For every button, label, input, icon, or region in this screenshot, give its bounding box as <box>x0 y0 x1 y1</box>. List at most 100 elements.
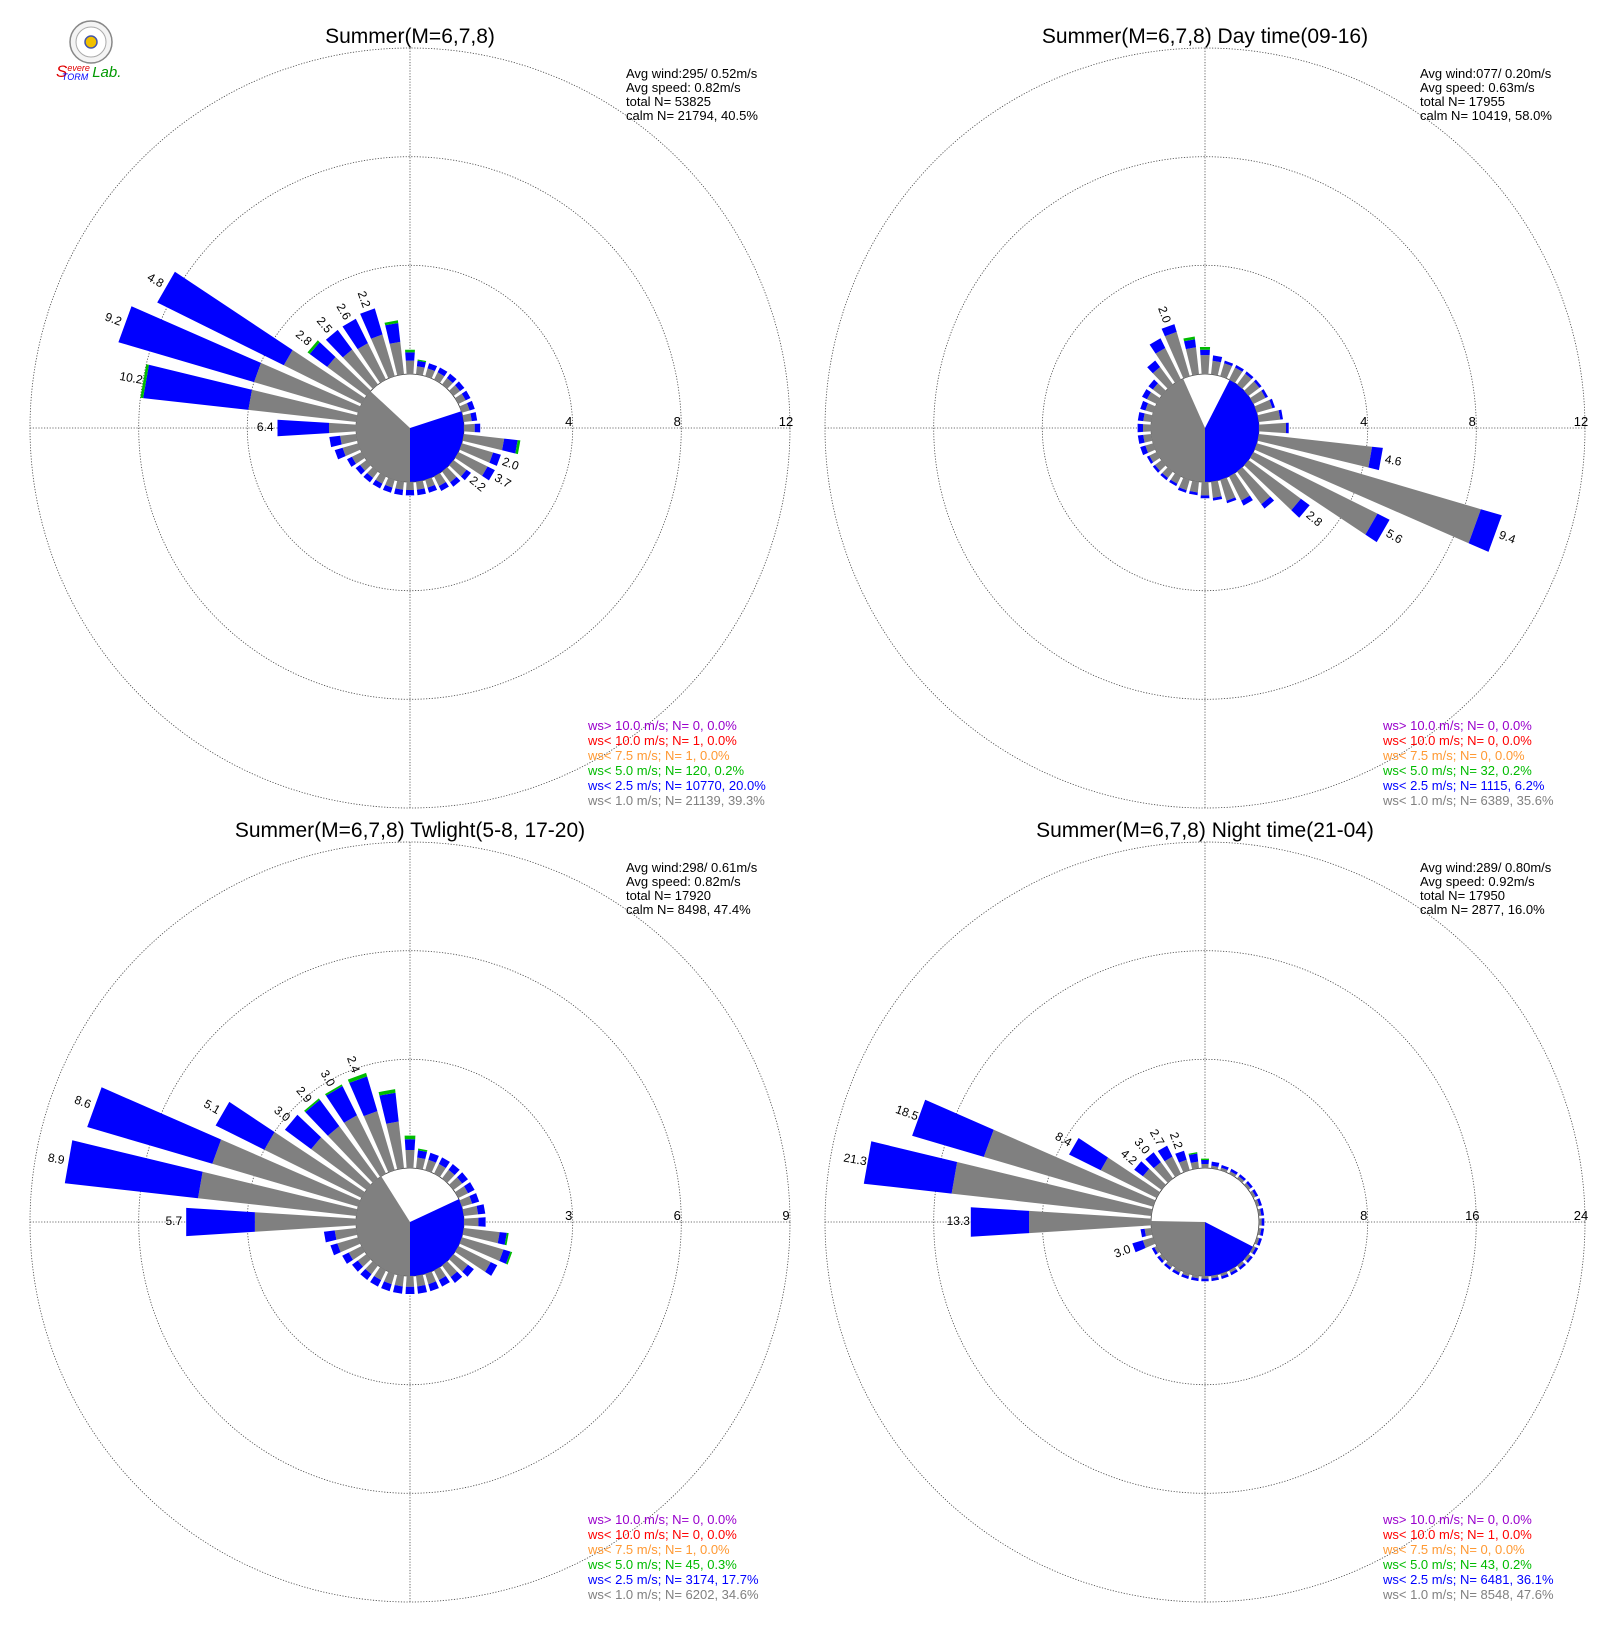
wind-bar-lt2-5 <box>1230 1269 1238 1276</box>
wind-bar-lt1 <box>434 372 445 383</box>
wind-bar-lt1 <box>416 1274 426 1287</box>
wind-bar-lt1 <box>254 362 361 413</box>
wind-bar-lt1 <box>442 1169 455 1183</box>
wind-bar-lt2-5 <box>1149 338 1166 354</box>
wind-bar-lt2-5 <box>1200 349 1210 356</box>
wind-bar-lt2-5 <box>1246 1255 1253 1263</box>
wind-bar-lt2-5 <box>1226 497 1237 504</box>
wind-bar-lt1 <box>1258 1218 1262 1226</box>
wind-bar-lt1 <box>434 1267 446 1281</box>
wind-bar-lt1 <box>1244 460 1301 511</box>
bar-label: 2.9 <box>293 1084 315 1106</box>
wind-bar-lt1 <box>449 1177 463 1190</box>
wind-bar-lt2-5 <box>1261 496 1275 509</box>
wind-bar-lt2-5 <box>87 1087 222 1164</box>
wind-bar-lt2-5 <box>1160 473 1169 481</box>
range-ring <box>246 1058 574 1386</box>
bar-label: 3.0 <box>271 1103 293 1125</box>
wind-bar-lt2-5 <box>347 456 356 467</box>
wind-bar-lt5 <box>347 1072 368 1083</box>
wind-bar-lt1 <box>1257 434 1373 468</box>
wind-bar-lt2-5 <box>469 1193 480 1204</box>
wind-bar-lt2-5 <box>1252 1189 1259 1197</box>
wind-bar-lt5 <box>1199 347 1211 350</box>
legend-item: ws> 10.0 m/s; N= 0, 0.0% <box>1382 718 1532 733</box>
wind-bar-lt2-5 <box>143 364 252 410</box>
wind-bar-lt2-5 <box>1260 1208 1265 1216</box>
ring-label: 8 <box>674 414 681 429</box>
wind-bar-lt2-5 <box>1221 1165 1229 1170</box>
wind-bar-lt2-5 <box>329 435 342 448</box>
wind-bar-lt2-5 <box>64 1140 203 1199</box>
wind-rose-panel-all-day: 4 8 122.03.72.26.410.29.24.82.82.52.62.2Su… <box>29 25 793 809</box>
bar-label: 3.7 <box>492 470 514 491</box>
wind-bar-lt2-5 <box>405 490 415 496</box>
wind-bar-lt2-5 <box>186 1207 255 1237</box>
wind-bar-lt1 <box>1244 1182 1251 1190</box>
bar-label: 9.4 <box>1497 528 1518 547</box>
wind-bar-lt5 <box>504 1232 509 1246</box>
wind-bar-lt1 <box>455 1246 491 1272</box>
chart-title: Summer(M=6,7,8) Night time(21-04) <box>1036 819 1374 842</box>
bar-label: 3.0 <box>1112 1242 1133 1261</box>
wind-bar-lt2-5 <box>1161 324 1177 337</box>
wind-bar-lt1 <box>342 443 361 457</box>
wind-bar-lt1 <box>1220 1271 1228 1277</box>
wind-bar-lt2-5 <box>1238 1263 1246 1270</box>
wind-bar-lt1 <box>1155 460 1166 471</box>
wind-bar-lt2-5 <box>462 1264 474 1277</box>
bar-label: 2.6 <box>333 301 354 323</box>
ring-label: 4 <box>1360 414 1367 429</box>
wind-bar-lt1 <box>1211 480 1222 498</box>
bar-label: 2.2 <box>355 289 374 310</box>
bar-label: 2.2 <box>1167 1130 1186 1151</box>
wind-bar-lt1 <box>1189 480 1199 493</box>
calm-slice-gray <box>355 1176 410 1276</box>
range-ring <box>1041 1058 1369 1386</box>
legend-item: ws< 7.5 m/s; N= 1, 0.0% <box>587 748 730 763</box>
wind-bar-lt1 <box>1182 1271 1190 1277</box>
wind-bar-lt1 <box>1254 1199 1260 1207</box>
wind-bar-lt2-5 <box>1224 360 1234 367</box>
wind-bar-lt1 <box>1237 1261 1245 1268</box>
wind-bar-lt1 <box>416 1157 426 1170</box>
wind-bar-lt2-5 <box>349 1076 378 1117</box>
wind-bar-lt5 <box>140 364 149 399</box>
wind-bar-lt1 <box>327 357 371 396</box>
wind-bar-lt1 <box>1237 467 1271 505</box>
wind-bar-lt2-5 <box>1257 1198 1262 1206</box>
wind-bar-lt1 <box>1229 473 1250 501</box>
bar-label: 9.2 <box>103 310 124 329</box>
legend-item: ws> 10.0 m/s; N= 0, 0.0% <box>587 718 737 733</box>
wind-bar-lt2-5 <box>1189 491 1198 496</box>
wind-bar-lt2-5 <box>1140 400 1148 411</box>
wind-bar-lt2-5 <box>1241 495 1253 506</box>
wind-bar-lt2-5 <box>1188 1153 1199 1163</box>
stat-avg-speed: Avg speed: 0.82m/s <box>626 80 741 95</box>
wind-bar-lt1 <box>1154 1246 1160 1254</box>
wind-bar-lt1 <box>386 1121 404 1170</box>
wind-bar-lt1 <box>344 1115 386 1177</box>
wind-bar-lt2-5 <box>427 485 438 493</box>
legend-item: ws< 10.0 m/s; N= 1, 0.0% <box>1382 1527 1532 1542</box>
wind-bar-lt2-5 <box>1211 1277 1219 1282</box>
legend-item: ws< 2.5 m/s; N= 6481, 36.1% <box>1382 1572 1554 1587</box>
wind-bar-lt1 <box>462 413 472 422</box>
ring-label: 24 <box>1574 1208 1588 1223</box>
wind-bar-lt1 <box>442 467 457 483</box>
range-ring <box>1041 264 1369 592</box>
wind-bar-lt2-5 <box>1212 496 1223 501</box>
wind-bar-lt2-5 <box>382 485 393 493</box>
wind-bar-lt1 <box>385 477 395 488</box>
wind-rose-panel-night-time: 8 16 243.013.321.318.58.44.23.02.7 2.2Summe… <box>824 819 1588 1603</box>
wind-bar-lt1 <box>449 460 467 477</box>
wind-bar-lt2-5 <box>1238 1174 1246 1181</box>
wind-bar-lt2-5 <box>360 1269 372 1280</box>
wind-bar-lt1 <box>455 1186 469 1198</box>
wind-bar-lt1 <box>1200 355 1210 375</box>
wind-bar-lt1 <box>1191 1274 1199 1279</box>
wind-bar-lt2-5 <box>355 464 365 475</box>
wind-bar-lt1 <box>337 1237 361 1253</box>
wind-bar-lt2-5 <box>1245 371 1254 380</box>
chart-title: Summer(M=6,7,8) Twlight(5-8, 17-20) <box>235 819 585 842</box>
